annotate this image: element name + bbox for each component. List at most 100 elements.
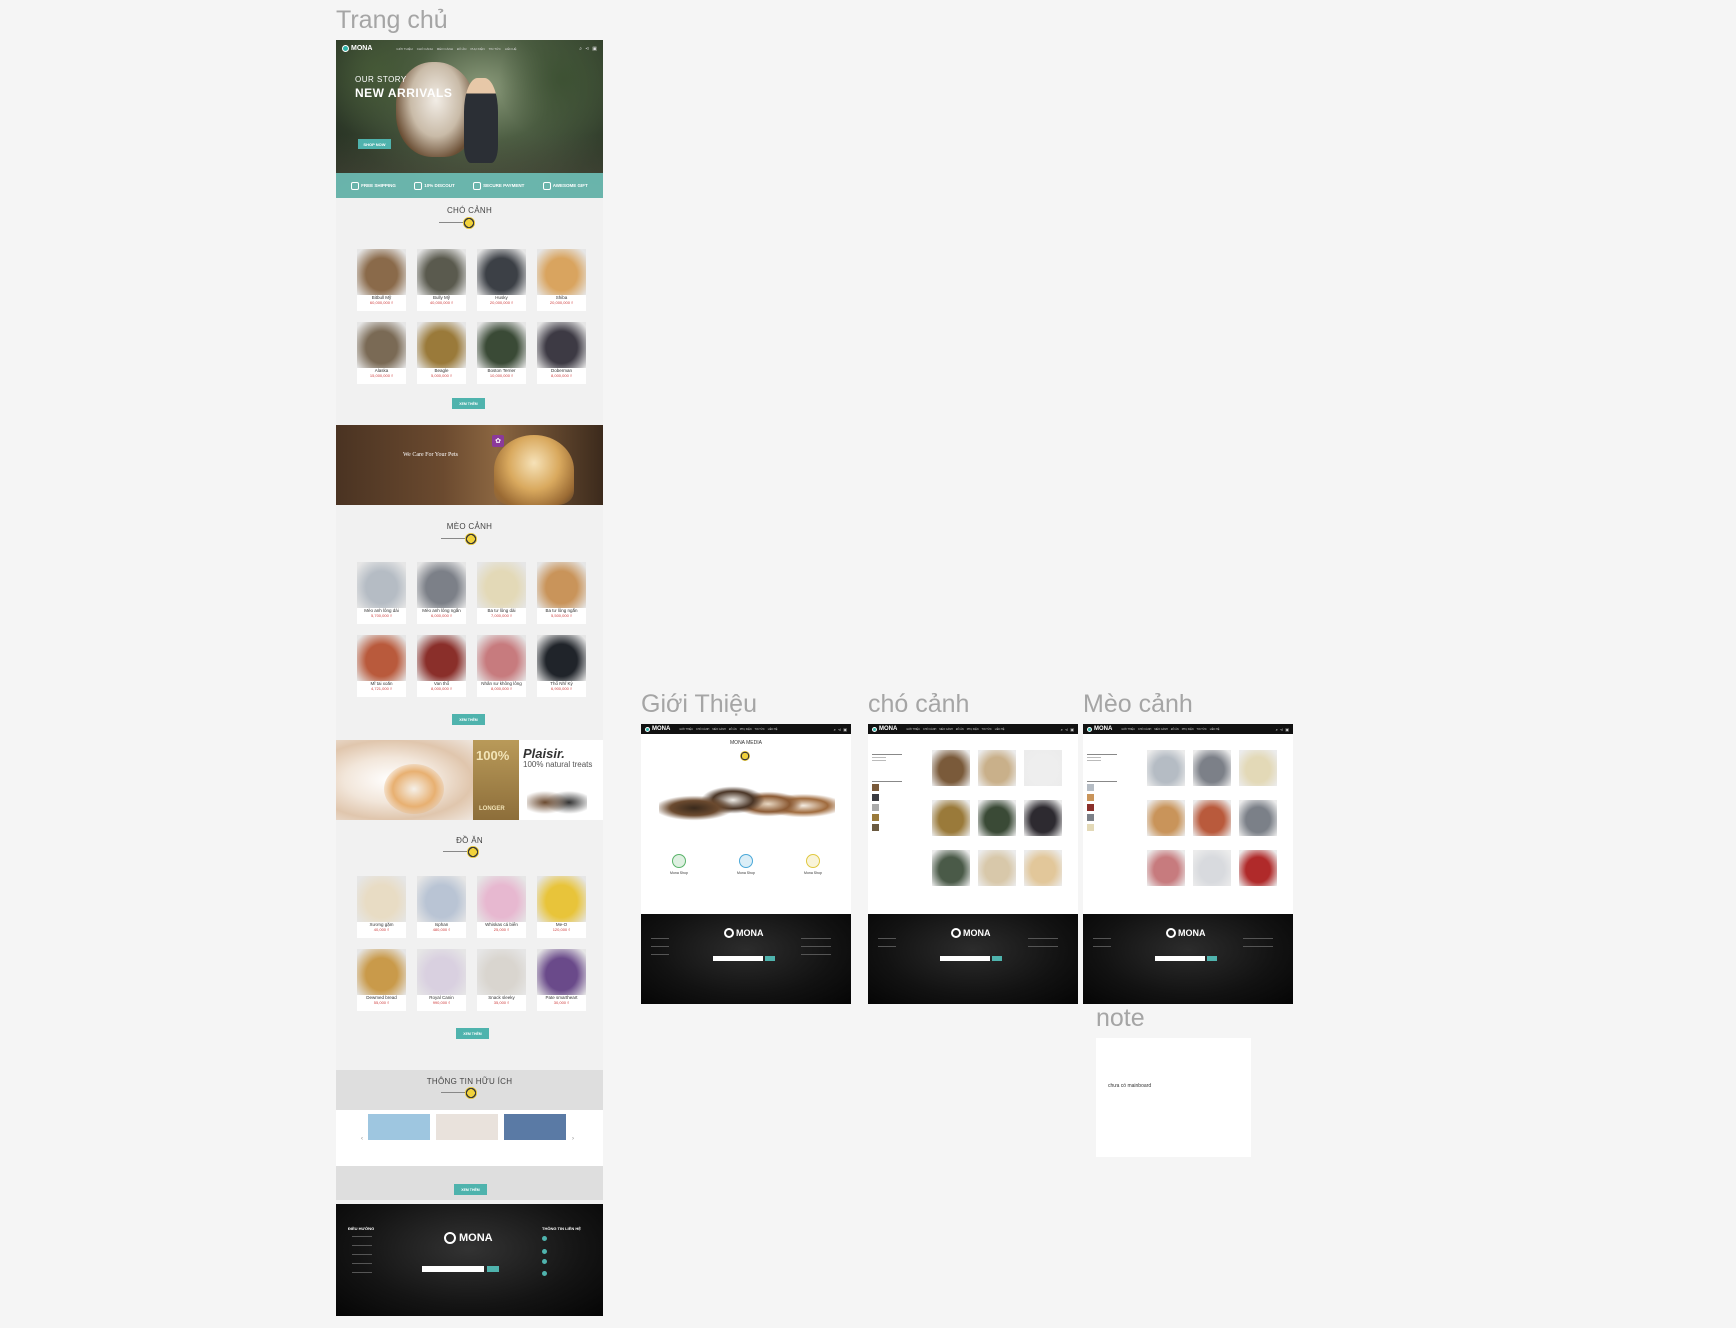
product-card[interactable]: Mĩ tai xoăn 4,721,000 ₫ (357, 635, 406, 697)
product-card[interactable]: Whiskas cá biển 25,000 ₫ (477, 876, 526, 938)
product-card[interactable] (1193, 750, 1231, 786)
product-card[interactable] (1239, 750, 1277, 786)
footer-link[interactable] (352, 1236, 372, 1237)
brand-logo[interactable]: MONA (342, 45, 372, 52)
product-card[interactable] (978, 850, 1016, 886)
chevron-right-icon[interactable]: › (572, 1136, 574, 1142)
sidebar-product[interactable] (1087, 814, 1132, 821)
newsletter-submit-button[interactable] (1207, 956, 1217, 961)
product-card[interactable]: Bully Mỹ 40,000,000 ₫ (417, 249, 466, 311)
sidebar-product[interactable] (872, 794, 917, 801)
newsletter-submit-button[interactable] (765, 956, 775, 961)
product-card[interactable]: Husky 20,000,000 ₫ (477, 249, 526, 311)
product-card[interactable] (1024, 800, 1062, 836)
sidebar-product[interactable] (872, 814, 917, 821)
more-food-button[interactable]: XEM THÊM (456, 1028, 489, 1039)
product-card[interactable]: Isphan 480,000 ₫ (417, 876, 466, 938)
footer-link[interactable] (651, 938, 669, 939)
sidebar-item[interactable] (872, 760, 886, 761)
share-icon[interactable]: ⋖ (1279, 726, 1284, 732)
cats-page-frame[interactable]: MONA GIỚI THIỆU CHÓ CẢNH MÈO CẢNH ĐỒ ĂN … (1083, 724, 1293, 1004)
product-card[interactable]: Alaska 15,000,000 ₫ (357, 322, 406, 384)
nav-item[interactable]: PHỤ KIỆN (739, 727, 752, 731)
brand-logo[interactable]: MONA (872, 726, 897, 732)
newsletter-input[interactable] (940, 956, 990, 961)
footer-link[interactable] (352, 1254, 372, 1255)
newsletter-submit-button[interactable] (487, 1266, 499, 1272)
dogs-page-frame[interactable]: MONA GIỚI THIỆU CHÓ CẢNH MÈO CẢNH ĐỒ ĂN … (868, 724, 1078, 1004)
share-icon[interactable]: ⋖ (1064, 726, 1069, 732)
product-card[interactable] (1147, 850, 1185, 886)
brand-logo[interactable]: MONA (1087, 726, 1112, 732)
nav-item[interactable]: ĐỒ ĂN (1170, 727, 1179, 731)
sidebar-product[interactable] (1087, 794, 1132, 801)
nav-item[interactable]: MÈO CẢNH (712, 727, 726, 731)
product-card[interactable] (1024, 750, 1062, 786)
nav-item[interactable]: CHÓ CẢNH (1137, 727, 1152, 731)
cart-icon[interactable]: ▣ (843, 726, 847, 732)
product-card[interactable]: Royal Canin 990,000 ₫ (417, 949, 466, 1011)
share-icon[interactable]: ⋖ (837, 726, 842, 732)
newsletter-submit-button[interactable] (992, 956, 1002, 961)
nav-item[interactable]: MÈO CẢNH (939, 727, 953, 731)
nav-item[interactable]: TIN TỨC (1196, 727, 1207, 731)
nav-item[interactable]: GIỚI THIỆU (396, 46, 413, 51)
product-card[interactable]: Xương gặm 40,000 ₫ (357, 876, 406, 938)
chevron-left-icon[interactable]: ‹ (361, 1136, 363, 1142)
nav-item[interactable]: LIÊN HỆ (504, 46, 517, 51)
search-icon[interactable]: ⌕ (1060, 726, 1063, 732)
nav-item[interactable]: PHỤ KIỆN (470, 46, 485, 51)
product-card[interactable]: Bitbull Mỹ 60,000,000 ₫ (357, 249, 406, 311)
sidebar-product[interactable] (872, 784, 917, 791)
home-frame[interactable]: MONA GIỚI THIỆU CHÓ CẢNH MÈO CẢNH ĐỒ ĂN … (336, 40, 603, 1316)
footer-link[interactable] (878, 946, 896, 947)
search-icon[interactable]: ⌕ (579, 45, 583, 52)
product-card[interactable] (1239, 850, 1277, 886)
sidebar-product[interactable] (1087, 824, 1132, 831)
newsletter-input[interactable] (713, 956, 763, 961)
newsletter-input[interactable] (422, 1266, 484, 1272)
product-card[interactable]: Ba tư lông dài 7,000,000 ₫ (477, 562, 526, 624)
search-icon[interactable]: ⌕ (1275, 726, 1278, 732)
footer-link[interactable] (352, 1263, 372, 1264)
nav-item[interactable]: GIỚI THIỆU (1121, 727, 1135, 731)
cart-icon[interactable]: ▣ (1285, 726, 1289, 732)
product-card[interactable] (932, 850, 970, 886)
search-icon[interactable]: ⌕ (833, 726, 836, 732)
product-card[interactable]: Thổ Nhĩ Kỳ 6,900,000 ₫ (537, 635, 586, 697)
sidebar-product[interactable] (872, 824, 917, 831)
nav-item[interactable]: ĐỒ ĂN (456, 46, 467, 51)
nav-item[interactable]: GIỚI THIỆU (906, 727, 920, 731)
sidebar-product[interactable] (872, 804, 917, 811)
post-card[interactable] (504, 1114, 566, 1164)
product-card[interactable]: Beagle 5,000,000 ₫ (417, 322, 466, 384)
footer-link[interactable] (878, 938, 896, 939)
footer-link[interactable] (651, 954, 669, 955)
nav-item[interactable]: TIN TỨC (488, 46, 501, 51)
product-card[interactable]: Mèo anh lông dài 5,700,000 ₫ (357, 562, 406, 624)
nav-item[interactable]: CHÓ CẢNH (922, 727, 937, 731)
footer-link[interactable] (651, 946, 669, 947)
product-card[interactable] (932, 800, 970, 836)
nav-item[interactable]: MÈO CẢNH (436, 46, 453, 51)
product-card[interactable] (1147, 800, 1185, 836)
brand-logo[interactable]: MONA (645, 726, 670, 732)
nav-item[interactable]: LIÊN HỆ (767, 727, 778, 731)
nav-item[interactable]: ĐỒ ĂN (955, 727, 964, 731)
nav-item[interactable]: PHỤ KIỆN (1181, 727, 1194, 731)
nav-item[interactable]: PHỤ KIỆN (966, 727, 979, 731)
product-card[interactable]: Ba tư lông ngắn 5,500,000 ₫ (537, 562, 586, 624)
nav-item[interactable]: CHÓ CẢNH (695, 727, 710, 731)
product-card[interactable] (1147, 750, 1185, 786)
shop-now-button[interactable]: SHOP NOW (358, 139, 391, 149)
nav-item[interactable]: MÈO CẢNH (1154, 727, 1168, 731)
note-card[interactable]: chưa có mainboard (1096, 1038, 1251, 1157)
more-info-button[interactable]: XEM THÊM (454, 1184, 487, 1195)
footer-link[interactable] (1093, 938, 1111, 939)
post-card[interactable] (436, 1114, 498, 1164)
product-card[interactable] (1024, 850, 1062, 886)
post-card[interactable] (368, 1114, 430, 1164)
product-card[interactable]: Mèo anh lông ngắn 6,000,000 ₫ (417, 562, 466, 624)
nav-item[interactable]: TIN TỨC (754, 727, 765, 731)
nav-item[interactable]: LIÊN HỆ (1209, 727, 1220, 731)
